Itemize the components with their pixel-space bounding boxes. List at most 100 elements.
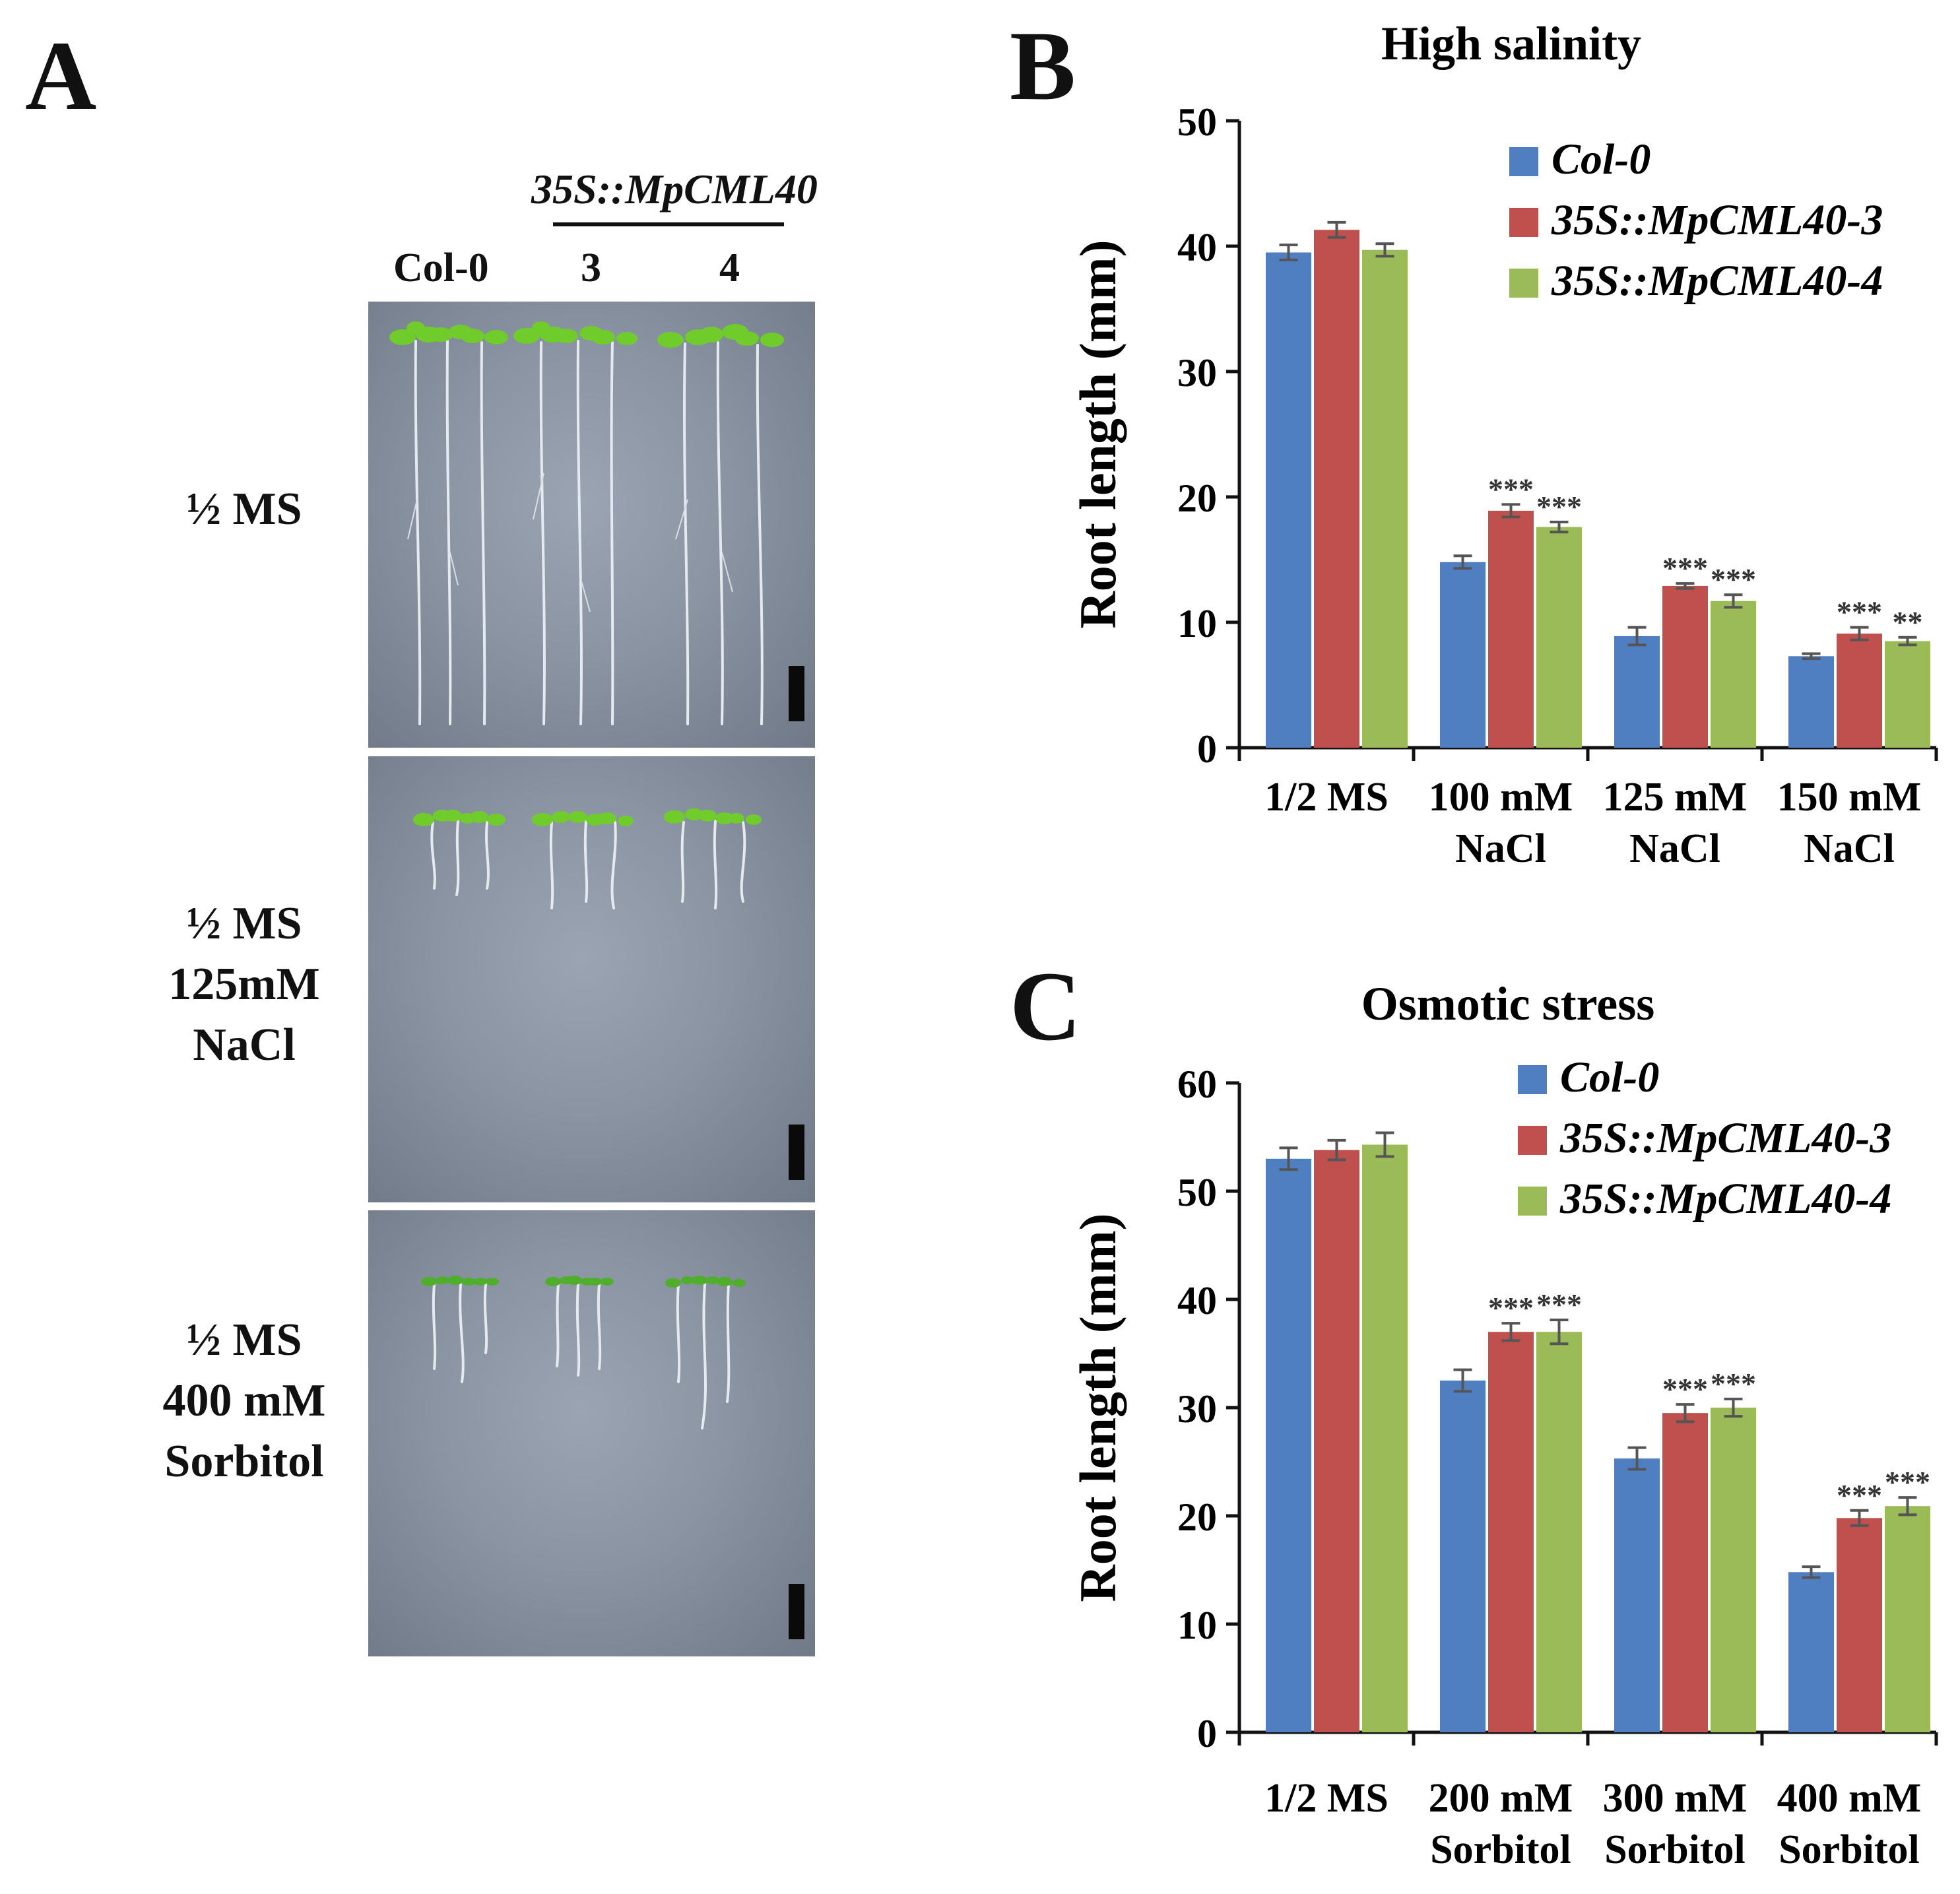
- significance-marker: ***: [1662, 551, 1708, 585]
- panel-c-letter: C: [1010, 952, 1082, 1061]
- significance-marker: ***: [1837, 1478, 1882, 1512]
- significance-marker: **: [1893, 605, 1923, 639]
- bar: [1314, 230, 1359, 748]
- legend-swatch: [1518, 1187, 1547, 1216]
- row-label-half-ms: ½ MS: [112, 479, 376, 540]
- construct-underline: [553, 222, 784, 226]
- plate-photo-nacl: [368, 756, 815, 1202]
- bar: [1362, 1144, 1408, 1732]
- significance-marker: ***: [1837, 595, 1882, 629]
- column-label-line4: 4: [719, 245, 740, 290]
- significance-marker: ***: [1488, 472, 1534, 506]
- chart-title: High salinity: [1381, 17, 1641, 70]
- x-category-label: 1/2 MS: [1264, 775, 1388, 820]
- chart-osmotic-stress: Osmotic stress Root length (mm) 0 10 20 30 40 5…: [1069, 977, 1938, 1872]
- bar: [1266, 252, 1311, 748]
- legend-label: Col-0: [1560, 1053, 1659, 1101]
- x-category-label: NaCl: [1804, 826, 1895, 871]
- chart-title: Osmotic stress: [1361, 977, 1655, 1030]
- panel-a-letter: A: [25, 21, 97, 131]
- row-label-line: ½ MS: [186, 484, 302, 535]
- x-category-label: 125 mM: [1603, 775, 1748, 820]
- legend-swatch: [1509, 208, 1538, 237]
- bar: [1266, 1158, 1311, 1732]
- legend-label: 35S::MpCML40-4: [1551, 257, 1883, 305]
- legend-label: Col-0: [1552, 135, 1650, 183]
- y-tick-label: 20: [1177, 1495, 1217, 1539]
- bar: [1488, 1332, 1534, 1732]
- y-tick-label: 30: [1177, 1387, 1217, 1431]
- row-label-line: 125mM: [168, 959, 320, 1010]
- chart-high-salinity: High salinity Root length (mm) 0 10 20 30 40 50…: [1069, 17, 1938, 871]
- plate-photo-half-ms: [368, 302, 815, 748]
- legend-label: 35S::MpCML40-3: [1559, 1114, 1891, 1162]
- y-axis-label: Root length (mm): [1069, 1213, 1127, 1602]
- x-category-label: Sorbitol: [1779, 1827, 1920, 1872]
- bar: [1614, 1458, 1660, 1732]
- significance-marker: ***: [1711, 1367, 1756, 1400]
- legend-swatch: [1518, 1126, 1547, 1155]
- bar: [1536, 527, 1582, 748]
- y-tick-label: 0: [1197, 1712, 1217, 1755]
- x-category-label: Sorbitol: [1604, 1827, 1746, 1872]
- legend-swatch: [1509, 147, 1538, 176]
- bar: [1362, 249, 1408, 748]
- column-label-col0: Col-0: [393, 245, 489, 290]
- legend-swatch: [1509, 269, 1538, 298]
- y-tick-label: 50: [1177, 100, 1217, 144]
- bar: [1711, 601, 1756, 748]
- x-category-label: 200 mM: [1429, 1776, 1573, 1821]
- bar: [1711, 1408, 1756, 1732]
- scale-bar: [789, 666, 804, 721]
- bar: [1662, 585, 1708, 748]
- row-label-sorbitol: ½ MS 400 mM Sorbitol: [112, 1310, 376, 1492]
- seedlings-sorbitol: [421, 1276, 746, 1429]
- y-axis-label: Root length (mm): [1069, 240, 1127, 628]
- x-category-label: 150 mM: [1777, 775, 1922, 820]
- y-tick-label: 30: [1177, 351, 1217, 395]
- bar: [1536, 1332, 1582, 1732]
- bar: [1837, 1518, 1882, 1732]
- significance-marker: ***: [1488, 1291, 1534, 1324]
- bar: [1440, 1381, 1486, 1732]
- significance-marker: ***: [1536, 1288, 1582, 1321]
- significance-marker: ***: [1711, 562, 1756, 596]
- y-tick-label: 20: [1177, 476, 1217, 520]
- x-category-label: 400 mM: [1777, 1776, 1922, 1821]
- plate-photo-sorbitol: [368, 1210, 815, 1656]
- significance-marker: ***: [1885, 1465, 1930, 1499]
- scale-bar: [789, 1125, 804, 1180]
- bar: [1788, 656, 1834, 748]
- bar: [1885, 1506, 1930, 1732]
- row-label-nacl: ½ MS 125mM NaCl: [112, 894, 376, 1076]
- row-label-line: 400 mM: [162, 1375, 326, 1426]
- row-label-line: Sorbitol: [164, 1436, 324, 1487]
- x-category-label: 100 mM: [1429, 775, 1573, 820]
- legend-label: 35S::MpCML40-3: [1551, 196, 1883, 244]
- bar: [1837, 634, 1882, 748]
- bar: [1488, 510, 1534, 748]
- scale-bar: [789, 1584, 804, 1639]
- bar: [1614, 636, 1660, 748]
- row-label-line: ½ MS: [186, 898, 302, 949]
- construct-label: 35S::MpCML40: [531, 166, 818, 212]
- seedlings-half-ms: [389, 321, 784, 725]
- significance-marker: ***: [1536, 490, 1582, 523]
- x-category-label: 300 mM: [1603, 1776, 1748, 1821]
- bar: [1314, 1150, 1359, 1732]
- bar: [1662, 1413, 1708, 1732]
- bar: [1440, 562, 1486, 748]
- x-category-label: Sorbitol: [1430, 1827, 1571, 1872]
- significance-marker: ***: [1662, 1372, 1708, 1406]
- bar: [1788, 1572, 1834, 1732]
- y-tick-label: 40: [1177, 1279, 1217, 1323]
- x-category-label: NaCl: [1629, 826, 1720, 871]
- y-tick-label: 60: [1177, 1062, 1217, 1106]
- x-category-label: 1/2 MS: [1264, 1776, 1388, 1821]
- y-tick-label: 40: [1177, 226, 1217, 269]
- row-label-line: NaCl: [193, 1020, 296, 1070]
- y-tick-label: 50: [1177, 1171, 1217, 1214]
- bar: [1885, 641, 1930, 748]
- y-tick-label: 0: [1197, 727, 1217, 771]
